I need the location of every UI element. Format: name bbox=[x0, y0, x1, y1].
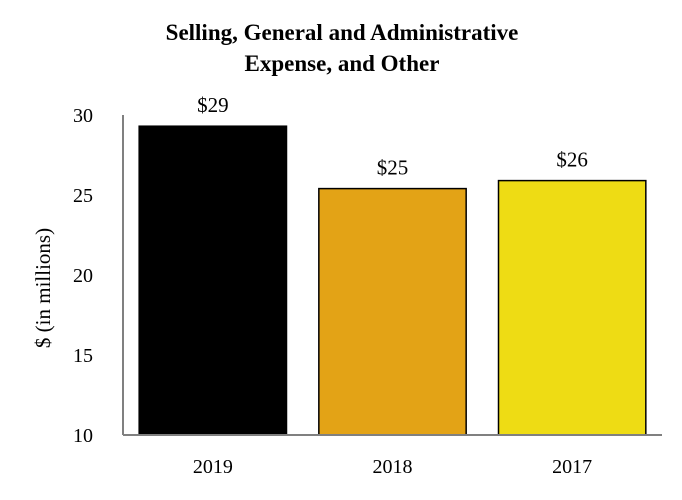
y-tick-label: 10 bbox=[73, 425, 93, 447]
plot-area: 10 15 20 25 30 $29 2019 $25 2018 $26 2017 bbox=[73, 93, 647, 478]
data-label-2017: $26 bbox=[556, 148, 588, 172]
chart-title-line-1: Selling, General and Administrative bbox=[166, 20, 519, 45]
x-tick-label: 2018 bbox=[373, 456, 413, 478]
data-label-2019: $29 bbox=[197, 93, 229, 117]
bar-2018 bbox=[318, 187, 467, 436]
y-tick-label: 15 bbox=[73, 345, 93, 367]
chart-title-line-2: Expense, and Other bbox=[245, 51, 440, 76]
y-tick-label: 25 bbox=[73, 185, 93, 207]
bar-2017 bbox=[497, 179, 647, 436]
x-tick-label: 2017 bbox=[552, 456, 592, 478]
bar-2019 bbox=[138, 125, 288, 436]
y-tick-label: 20 bbox=[73, 265, 93, 287]
data-label-2018: $25 bbox=[377, 156, 409, 180]
y-tick-label: 30 bbox=[73, 105, 93, 127]
y-axis-label: $ (in millions) bbox=[31, 228, 55, 348]
x-tick-label: 2019 bbox=[193, 456, 233, 478]
